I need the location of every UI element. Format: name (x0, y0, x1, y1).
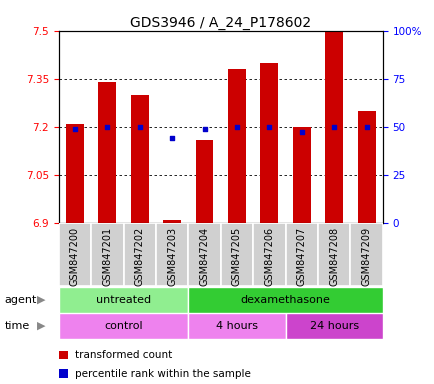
Point (362, 124, 369, 130)
Bar (253, 223, 285, 286)
Text: GSM847209: GSM847209 (361, 227, 371, 286)
Bar (285, 223, 317, 286)
Point (71, 126, 78, 132)
Bar (285, 313, 382, 339)
Point (233, 124, 240, 130)
Text: ▶: ▶ (37, 295, 46, 305)
Bar (260, 63, 278, 223)
Bar (325, 31, 342, 223)
Bar (357, 111, 375, 223)
Bar (188, 287, 382, 313)
Bar (188, 223, 220, 286)
Point (265, 124, 272, 130)
Bar (220, 223, 253, 286)
Bar (131, 95, 148, 223)
Text: untreated: untreated (96, 295, 151, 305)
Text: time: time (4, 321, 30, 331)
Text: 24 hours: 24 hours (309, 321, 358, 331)
Text: control: control (104, 321, 142, 331)
Title: GDS3946 / A_24_P178602: GDS3946 / A_24_P178602 (130, 16, 311, 30)
Text: dexamethasone: dexamethasone (240, 295, 330, 305)
Text: GSM847202: GSM847202 (135, 227, 145, 286)
Text: GSM847201: GSM847201 (102, 227, 112, 286)
Bar (91, 223, 123, 286)
Point (104, 124, 111, 130)
Point (201, 126, 207, 132)
Bar (317, 223, 350, 286)
Text: GSM847206: GSM847206 (264, 227, 274, 286)
Bar (59, 313, 188, 339)
Text: GSM847208: GSM847208 (329, 227, 339, 286)
Text: ▶: ▶ (37, 321, 46, 331)
Bar (59, 223, 91, 286)
Text: GSM847200: GSM847200 (70, 227, 80, 286)
Text: percentile rank within the sample: percentile rank within the sample (75, 369, 250, 379)
Text: transformed count: transformed count (75, 350, 172, 360)
Bar (292, 127, 310, 223)
Text: 4 hours: 4 hours (215, 321, 257, 331)
Bar (227, 69, 245, 223)
Point (136, 124, 143, 130)
Bar (350, 223, 382, 286)
Text: GSM847203: GSM847203 (167, 227, 177, 286)
Text: GSM847205: GSM847205 (231, 227, 241, 286)
Point (330, 124, 337, 130)
Bar (66, 124, 84, 223)
Bar (163, 220, 181, 223)
Text: GSM847204: GSM847204 (199, 227, 209, 286)
Bar (123, 223, 155, 286)
Point (298, 129, 305, 136)
Bar (98, 82, 116, 223)
Text: agent: agent (4, 295, 36, 305)
Text: GSM847207: GSM847207 (296, 227, 306, 286)
Bar (188, 313, 285, 339)
Bar (59, 287, 188, 313)
Bar (156, 223, 188, 286)
Bar (195, 139, 213, 223)
Point (168, 135, 175, 141)
